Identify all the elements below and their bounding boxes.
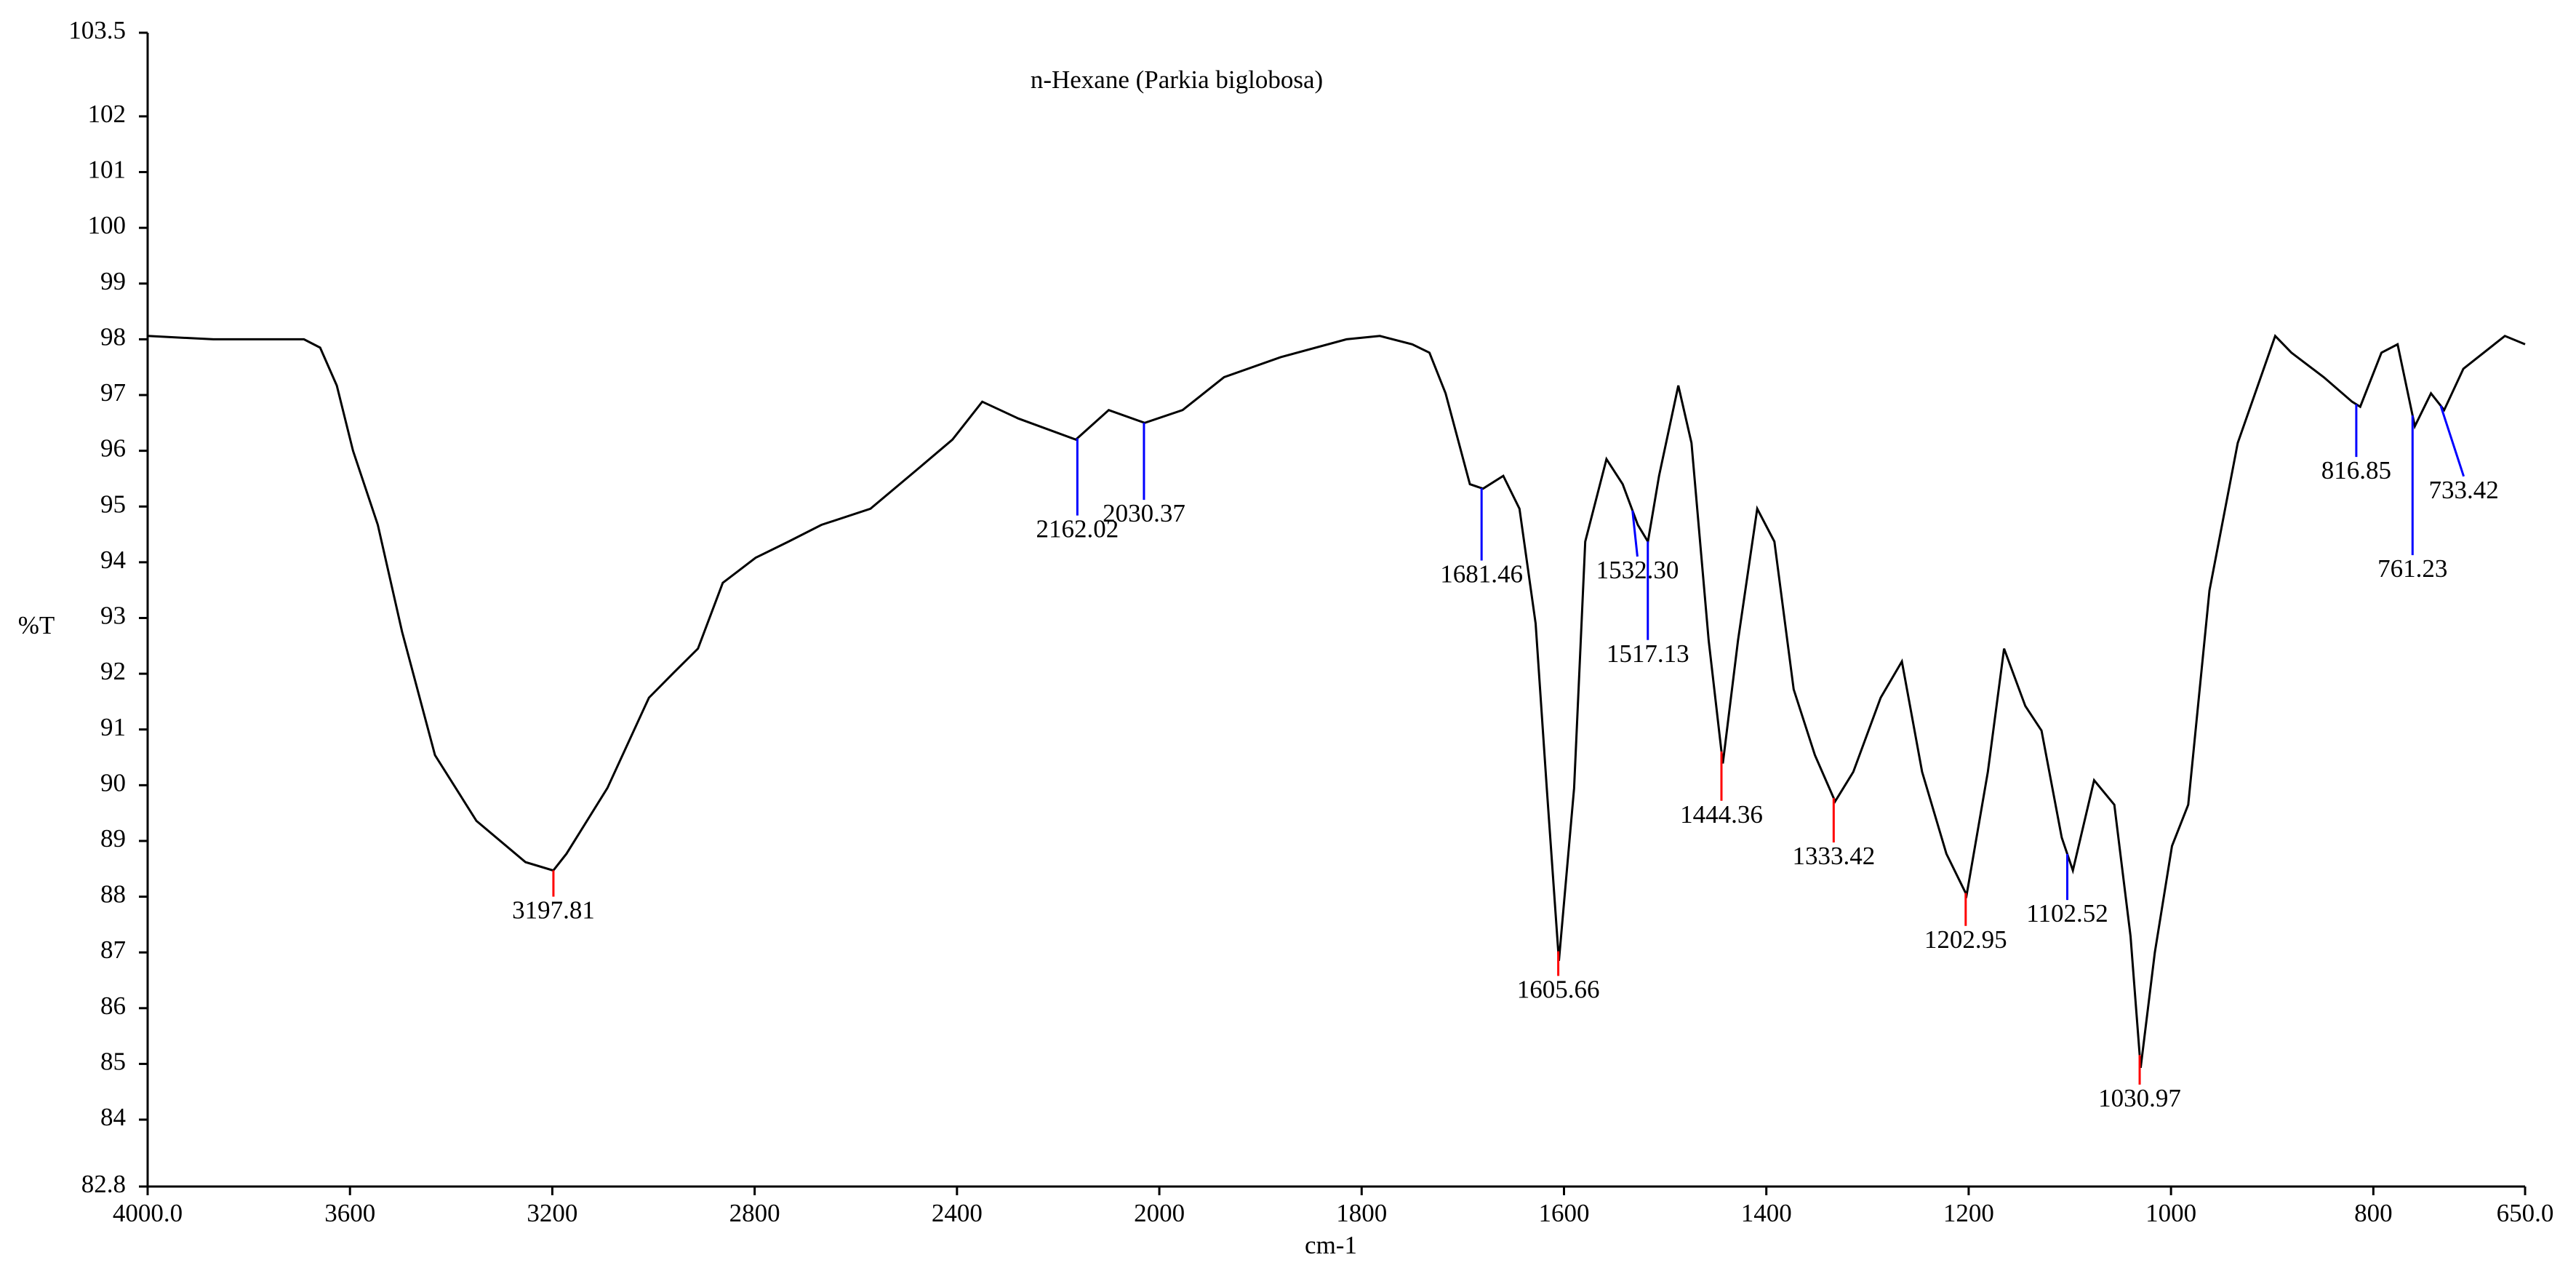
peak-label: 1681.46 <box>1440 559 1523 588</box>
y-tick-label: 88 <box>100 880 126 909</box>
peak-label: 2030.37 <box>1103 499 1185 527</box>
x-tick-label: 650.0 <box>2497 1199 2554 1227</box>
x-tick-label: 2000 <box>1134 1199 1185 1227</box>
peak-label: 1333.42 <box>1792 842 1875 870</box>
x-tick-label: 1000 <box>2145 1199 2196 1227</box>
y-tick-label: 103.5 <box>68 16 126 44</box>
y-tick-label: 93 <box>100 602 126 630</box>
y-tick-label: 101 <box>88 156 127 184</box>
peak-marker <box>2439 405 2465 477</box>
peak-label: 1532.30 <box>1596 556 1679 584</box>
peak-label: 1444.36 <box>1680 800 1763 829</box>
peak-label: 3197.81 <box>512 896 595 925</box>
y-tick-label: 85 <box>100 1047 126 1075</box>
y-tick-label: 97 <box>100 378 126 407</box>
x-tick-label: 1800 <box>1336 1199 1387 1227</box>
x-tick-label: 1400 <box>1741 1199 1792 1227</box>
y-tick-label: 99 <box>100 267 126 295</box>
y-axis-label: %T <box>18 611 55 639</box>
x-axis-label: cm-1 <box>1305 1231 1357 1259</box>
y-tick-label: 102 <box>88 100 127 128</box>
y-tick-label: 92 <box>100 657 126 685</box>
peak-label: 1517.13 <box>1607 639 1689 668</box>
y-tick-label: 91 <box>100 713 126 741</box>
x-tick-label: 2800 <box>729 1199 780 1227</box>
chart-title: n-Hexane (Parkia biglobosa) <box>1031 65 1323 94</box>
spectrum-line <box>147 334 2526 1068</box>
x-tick-label: 4000.0 <box>113 1199 183 1227</box>
peak-label: 1030.97 <box>2098 1084 2181 1112</box>
y-tick-label: 86 <box>100 992 126 1020</box>
x-tick-label: 3200 <box>527 1199 577 1227</box>
y-tick-label: 84 <box>100 1103 126 1131</box>
y-tick-label: 87 <box>100 936 126 964</box>
peak-label: 816.85 <box>2321 456 2391 485</box>
y-tick-label: 89 <box>100 824 126 853</box>
peak-label: 2162.02 <box>1036 515 1119 543</box>
peak-label: 1102.52 <box>2026 899 2108 928</box>
y-tick-label: 95 <box>100 490 126 518</box>
x-tick-label: 800 <box>2354 1199 2393 1227</box>
x-tick-label: 2400 <box>932 1199 983 1227</box>
x-tick-label: 1600 <box>1538 1199 1589 1227</box>
peak-label: 1202.95 <box>1924 925 2007 954</box>
x-tick-label: 3600 <box>324 1199 375 1227</box>
y-tick-label: 90 <box>100 768 126 797</box>
y-tick-label: 98 <box>100 322 126 351</box>
y-tick-label: 94 <box>100 546 126 574</box>
y-tick-label: 96 <box>100 434 126 463</box>
x-tick-label: 1200 <box>1943 1199 1994 1227</box>
peak-marker <box>1631 510 1639 557</box>
y-tick-label: 100 <box>88 211 127 239</box>
y-tick-label: 82.8 <box>81 1170 126 1198</box>
peak-label: 733.42 <box>2428 476 2498 504</box>
peak-label: 1605.66 <box>1517 976 1600 1004</box>
peak-label: 761.23 <box>2377 554 2447 583</box>
